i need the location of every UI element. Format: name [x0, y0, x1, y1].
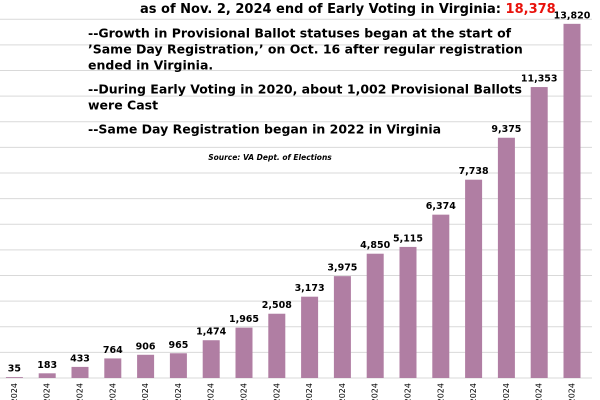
bar: [268, 313, 286, 378]
x-tick-label: /2024: [76, 383, 85, 400]
x-tick-label: /2024: [568, 383, 577, 400]
bar: [137, 354, 155, 378]
value-label: 764: [103, 345, 123, 356]
x-tick-label: /2024: [43, 383, 52, 400]
title-text: as of Nov. 2, 2024 end of Early Voting i…: [140, 2, 501, 17]
x-tick-label: /2024: [272, 383, 281, 400]
title-total: 18,378: [506, 2, 556, 17]
value-label: 2,508: [262, 300, 292, 311]
x-tick-label: /2024: [141, 383, 150, 400]
value-label: 7,738: [459, 166, 489, 177]
annotation-line: --Growth in Provisional Ballot statuses …: [88, 26, 512, 41]
annotation-line: were Cast: [88, 98, 158, 113]
value-label: 9,375: [491, 124, 521, 135]
x-tick-label: /2024: [207, 383, 216, 400]
x-tick-label: /2024: [10, 383, 19, 400]
annotation-line: --During Early Voting in 2020, about 1,0…: [88, 82, 522, 97]
value-label: 4,850: [360, 240, 390, 251]
x-tick-label: /2024: [338, 383, 347, 400]
annotation-line: ended in Virginia.: [88, 58, 213, 73]
value-label: 433: [70, 353, 90, 364]
value-label: 5,115: [393, 233, 423, 244]
value-label: 13,820: [554, 10, 591, 21]
bar: [399, 246, 417, 378]
annotation-line: ’Same Day Registration,’ on Oct. 16 afte…: [88, 42, 523, 57]
annotation-line: --Same Day Registration began in 2022 in…: [88, 122, 441, 137]
bar: [5, 377, 23, 378]
value-label: 1,965: [229, 314, 259, 325]
x-tick-label: /2024: [108, 383, 117, 400]
bar: [38, 373, 56, 378]
value-label: 11,353: [521, 74, 558, 85]
x-tick-label: /2024: [436, 383, 445, 400]
bar: [235, 327, 253, 378]
bar: [104, 358, 122, 378]
source: Source: VA Dept. of Elections: [208, 153, 332, 162]
bar: [465, 179, 483, 378]
x-tick-label: /2024: [240, 383, 249, 400]
annotations: --Growth in Provisional Ballot statuses …: [88, 26, 523, 137]
value-label: 1,474: [196, 327, 226, 338]
bar: [366, 253, 384, 378]
bar: [169, 353, 187, 378]
value-label: 3,173: [295, 283, 325, 294]
bar: [497, 137, 515, 378]
x-tick-label: /2024: [371, 383, 380, 400]
value-label: 6,374: [426, 201, 456, 212]
bars: 35/2024 183/2024 433/2024 764/2024 906/2024 9…: [5, 10, 591, 400]
value-label: 183: [37, 360, 57, 371]
x-tick-label: /2024: [535, 383, 544, 400]
bar: [563, 23, 581, 378]
grid: [0, 18, 592, 379]
x-tick-label: /2024: [305, 383, 314, 400]
value-label: 35: [8, 364, 21, 375]
bar: [530, 87, 548, 378]
x-tick-label: /2024: [174, 383, 183, 400]
value-label: 965: [168, 340, 188, 351]
bar: [333, 276, 351, 378]
bar: [301, 296, 319, 378]
bar: [432, 214, 450, 378]
value-label: 906: [136, 341, 156, 352]
x-tick-label: /2024: [502, 383, 511, 400]
bar: [202, 340, 220, 378]
bar: [71, 366, 89, 378]
value-label: 3,975: [327, 263, 357, 274]
x-tick-label: /2024: [404, 383, 413, 400]
chart-title: as of Nov. 2, 2024 end of Early Voting i…: [140, 2, 556, 17]
x-tick-label: /2024: [469, 383, 478, 400]
